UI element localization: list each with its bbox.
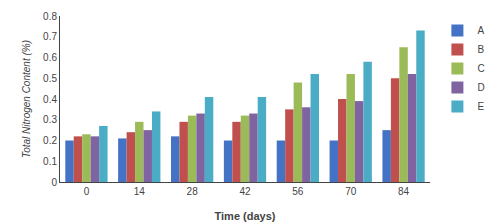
svg-text:42: 42 xyxy=(239,186,251,197)
svg-text:D: D xyxy=(477,82,484,93)
svg-text:0: 0 xyxy=(84,186,90,197)
svg-text:84: 84 xyxy=(398,186,410,197)
svg-text:0.4: 0.4 xyxy=(43,94,57,105)
svg-text:70: 70 xyxy=(345,186,357,197)
svg-text:0.2: 0.2 xyxy=(43,135,57,146)
svg-text:B: B xyxy=(477,44,484,55)
svg-text:C: C xyxy=(477,63,484,74)
svg-text:14: 14 xyxy=(134,186,146,197)
svg-text:0.3: 0.3 xyxy=(43,114,57,125)
svg-text:E: E xyxy=(477,101,484,112)
svg-text:56: 56 xyxy=(292,186,304,197)
svg-text:Time (days): Time (days) xyxy=(215,210,276,222)
svg-text:0: 0 xyxy=(51,177,57,188)
svg-text:0.8: 0.8 xyxy=(43,11,57,22)
svg-text:0.7: 0.7 xyxy=(43,31,57,42)
svg-text:0.5: 0.5 xyxy=(43,73,57,84)
svg-text:0.1: 0.1 xyxy=(43,156,57,167)
svg-text:28: 28 xyxy=(187,186,199,197)
svg-text:Total Nitrogen Content (%): Total Nitrogen Content (%) xyxy=(21,40,32,158)
svg-text:A: A xyxy=(477,25,484,36)
svg-text:0.6: 0.6 xyxy=(43,52,57,63)
